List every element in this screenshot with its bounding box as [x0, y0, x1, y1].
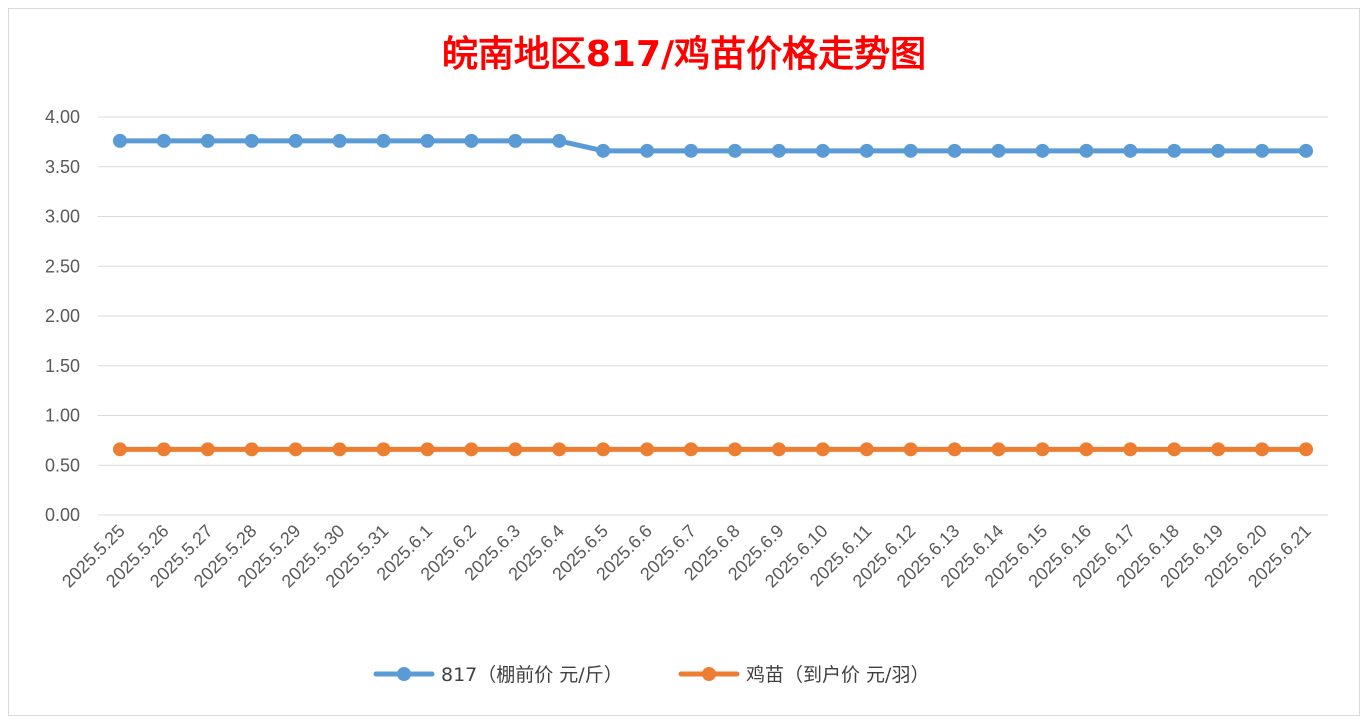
data-point — [200, 442, 215, 457]
data-point — [815, 143, 830, 158]
data-point — [596, 442, 611, 457]
data-point — [156, 442, 171, 457]
data-point — [596, 143, 611, 158]
y-tick-label: 2.50 — [45, 256, 80, 276]
y-tick-label: 0.50 — [45, 455, 80, 475]
legend-marker-1 — [702, 667, 716, 681]
data-point — [1035, 442, 1050, 457]
data-point — [684, 442, 699, 457]
data-point — [1123, 442, 1138, 457]
data-point — [156, 133, 171, 148]
y-tick-label: 1.00 — [45, 406, 80, 426]
data-point — [1035, 143, 1050, 158]
data-point — [288, 442, 303, 457]
data-point — [991, 442, 1006, 457]
data-point — [1211, 143, 1226, 158]
data-point — [1079, 143, 1094, 158]
data-point — [991, 143, 1006, 158]
data-point — [947, 442, 962, 457]
data-point — [1123, 143, 1138, 158]
data-point — [1299, 143, 1314, 158]
data-point — [859, 442, 874, 457]
legend-label-0: 817（棚前价 元/斤） — [441, 664, 623, 686]
data-point — [244, 442, 259, 457]
data-point — [815, 442, 830, 457]
data-point — [1255, 143, 1270, 158]
data-point — [244, 133, 259, 148]
data-point — [771, 442, 786, 457]
data-point — [903, 143, 918, 158]
data-point — [552, 133, 567, 148]
chart-border — [8, 8, 1360, 716]
y-tick-label: 3.00 — [45, 207, 80, 227]
data-point — [1211, 442, 1226, 457]
data-point — [1167, 143, 1182, 158]
chart-title: 皖南地区817/鸡苗价格走势图 — [442, 34, 926, 75]
data-point — [464, 442, 479, 457]
data-point — [947, 143, 962, 158]
data-point — [1255, 442, 1270, 457]
data-point — [771, 143, 786, 158]
data-point — [1079, 442, 1094, 457]
data-point — [332, 442, 347, 457]
y-tick-label: 0.00 — [45, 505, 80, 525]
data-point — [508, 133, 523, 148]
data-point — [376, 442, 391, 457]
data-point — [859, 143, 874, 158]
data-point — [684, 143, 699, 158]
data-point — [288, 133, 303, 148]
data-point — [1299, 442, 1314, 457]
data-point — [552, 442, 567, 457]
data-point — [112, 133, 127, 148]
data-point — [640, 143, 655, 158]
data-point — [420, 133, 435, 148]
series-line-0 — [117, 138, 1309, 154]
y-tick-label: 2.00 — [45, 306, 80, 326]
data-point — [200, 133, 215, 148]
data-point — [464, 133, 479, 148]
legend-marker-0 — [397, 667, 411, 681]
y-tick-label: 3.50 — [45, 157, 80, 177]
data-point — [376, 133, 391, 148]
y-tick-label: 4.00 — [45, 107, 80, 127]
data-point — [508, 442, 523, 457]
legend-label-1: 鸡苗（到户价 元/羽） — [746, 664, 929, 686]
data-point — [112, 442, 127, 457]
data-point — [332, 133, 347, 148]
data-point — [903, 442, 918, 457]
data-point — [727, 143, 742, 158]
data-point — [640, 442, 655, 457]
y-tick-label: 1.50 — [45, 356, 80, 376]
data-point — [1167, 442, 1182, 457]
data-point — [420, 442, 435, 457]
data-point — [727, 442, 742, 457]
